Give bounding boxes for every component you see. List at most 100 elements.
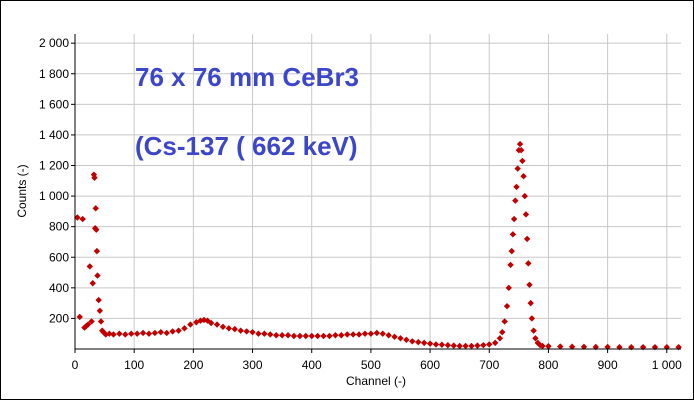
- data-point: [332, 332, 339, 339]
- data-point: [480, 341, 487, 349]
- data-point: [513, 183, 520, 191]
- x-tick-label: 600: [420, 358, 440, 372]
- y-tick-labels: 200 400 600 800 1 000 1 200 1 400 1 600 1 800 2 0…: [39, 36, 75, 325]
- data-point: [93, 226, 100, 233]
- data-point: [530, 327, 537, 334]
- data-point: [91, 174, 98, 181]
- data-point: [450, 342, 457, 349]
- data-point: [338, 332, 345, 339]
- data-point: [261, 330, 268, 337]
- data-point: [545, 343, 552, 350]
- data-point: [432, 341, 440, 348]
- x-tick-label: 400: [302, 358, 322, 372]
- data-point: [157, 328, 165, 336]
- data-point: [426, 340, 434, 347]
- data-point: [86, 263, 93, 270]
- data-point: [528, 315, 536, 322]
- data-point: [151, 329, 159, 337]
- data-point: [525, 260, 532, 267]
- data-point: [74, 214, 81, 221]
- data-point: [110, 331, 117, 338]
- y-tick-label: 600: [49, 250, 69, 264]
- data-point: [420, 339, 428, 347]
- y-tick-label: 1 800: [39, 67, 69, 81]
- data-point: [391, 333, 398, 340]
- data-point: [255, 330, 262, 337]
- data-point: [367, 330, 375, 337]
- data-point: [237, 327, 244, 334]
- data-point: [273, 332, 280, 339]
- data-point: [518, 147, 525, 154]
- data-point: [508, 247, 515, 255]
- data-point: [510, 215, 518, 223]
- data-point: [163, 329, 170, 337]
- data-point: [204, 317, 211, 324]
- data-point: [503, 302, 511, 310]
- data-point: [557, 343, 564, 350]
- plot-area: [75, 34, 681, 349]
- data-point: [187, 321, 194, 328]
- data-point: [139, 329, 147, 337]
- data-point: [213, 321, 221, 328]
- data-point: [278, 332, 286, 339]
- y-tick-label: 1 200: [39, 159, 69, 173]
- data-point: [169, 328, 176, 335]
- data-point: [580, 343, 588, 351]
- data-point: [320, 332, 327, 340]
- data-point: [267, 331, 274, 338]
- data-points: [74, 140, 682, 351]
- data-point: [444, 341, 452, 349]
- y-tick-label: 1 400: [39, 128, 69, 142]
- data-point: [462, 342, 469, 350]
- data-point: [519, 157, 526, 165]
- x-tick-label: 1 000: [652, 358, 682, 372]
- data-point: [326, 332, 333, 340]
- data-point: [532, 335, 539, 342]
- data-point: [290, 332, 298, 340]
- data-point: [284, 332, 292, 339]
- data-point: [379, 330, 386, 337]
- x-tick-label: 300: [243, 358, 263, 372]
- data-point: [496, 335, 504, 342]
- data-point: [96, 307, 104, 314]
- data-point: [219, 323, 227, 331]
- y-tick-label: 400: [49, 281, 69, 295]
- data-point: [181, 325, 188, 332]
- data-point: [296, 332, 304, 340]
- data-point: [92, 205, 99, 212]
- x-tick-label: 800: [538, 358, 558, 372]
- data-point: [509, 231, 517, 238]
- data-point: [438, 341, 446, 348]
- data-point: [468, 342, 475, 350]
- x-tick-label: 0: [72, 358, 79, 372]
- annotation-detector: 76 x 76 mm CeBr3: [135, 62, 359, 92]
- data-point: [193, 319, 200, 326]
- y-tick-label: 1 000: [39, 189, 69, 203]
- data-point: [93, 247, 101, 255]
- data-point: [225, 325, 233, 332]
- data-point: [512, 197, 519, 204]
- data-point: [415, 338, 422, 346]
- y-tick-label: 2 000: [39, 36, 69, 50]
- data-point: [474, 342, 481, 349]
- data-point: [355, 331, 363, 338]
- data-point: [349, 331, 357, 338]
- data-point: [145, 330, 153, 337]
- data-point: [308, 332, 315, 340]
- x-tick-label: 700: [479, 358, 499, 372]
- x-tick-labels: 0 100 200 300 400 500 600 700 800 900 1 000: [72, 349, 682, 372]
- data-point: [76, 313, 83, 321]
- data-point: [486, 341, 493, 348]
- data-point: [456, 342, 463, 350]
- data-point: [79, 215, 86, 223]
- data-point: [521, 192, 528, 200]
- data-point: [249, 328, 256, 336]
- x-axis-label: Channel (-): [346, 374, 406, 388]
- annotation-source: (Cs-137 ( 662 keV): [135, 131, 358, 161]
- data-point: [403, 336, 410, 344]
- data-point: [314, 332, 321, 340]
- data-point: [523, 235, 531, 243]
- data-point: [501, 318, 508, 325]
- data-point: [373, 329, 381, 337]
